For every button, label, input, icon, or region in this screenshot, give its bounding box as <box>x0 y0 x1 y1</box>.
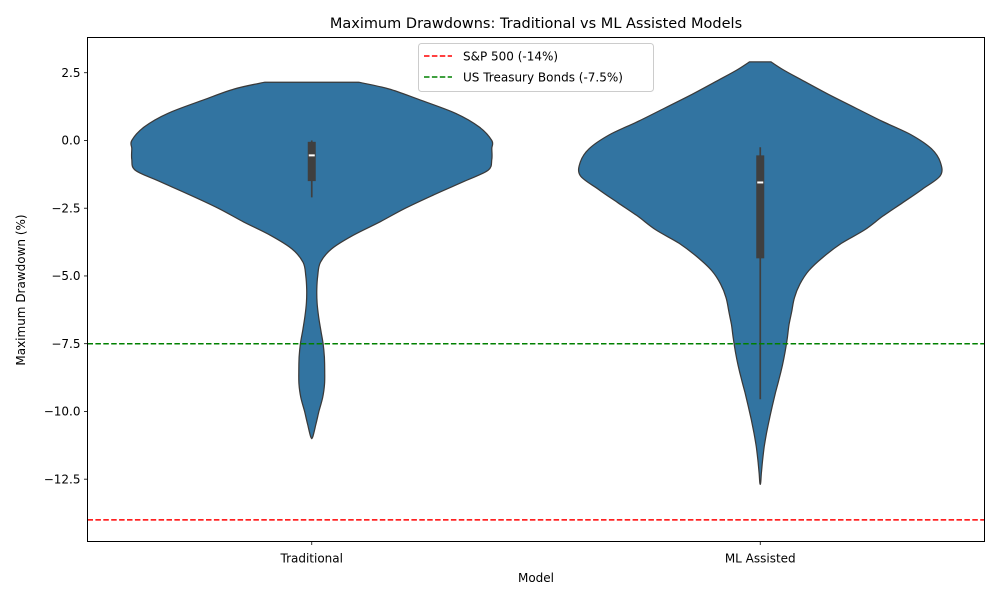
x-tick-label-ml-assisted: ML Assisted <box>725 552 796 566</box>
y-tick-label: −12.5 <box>44 472 81 486</box>
y-tick-label: −7.5 <box>51 337 80 351</box>
legend: S&P 500 (-14%) US Treasury Bonds (-7.5%) <box>418 43 654 92</box>
y-tick-label: −2.5 <box>51 201 80 215</box>
iqr-box-traditional <box>307 141 316 182</box>
y-tick-label: 0.0 <box>61 134 80 148</box>
chart-title: Maximum Drawdowns: Traditional vs ML Ass… <box>330 16 742 32</box>
legend-frame <box>418 43 654 92</box>
iqr-box-ml-assisted <box>756 155 765 259</box>
y-tick-label: −5.0 <box>51 269 80 283</box>
y-axis-label: Maximum Drawdown (%) <box>14 214 28 365</box>
x-tick-label-traditional: Traditional <box>280 552 343 566</box>
y-axis: 2.5 0.0 −2.5 −5.0 −7.5 −10.0 −12.5 <box>44 66 88 486</box>
y-tick-label: −10.0 <box>44 405 81 419</box>
reference-lines <box>87 342 985 521</box>
violin-traditional <box>130 81 494 440</box>
legend-label-sp500: S&P 500 (-14%) <box>463 50 558 64</box>
legend-label-treasury-bonds: US Treasury Bonds (-7.5%) <box>463 71 623 85</box>
plot-area-frame <box>87 37 985 542</box>
x-axis: Traditional ML Assisted <box>280 541 796 566</box>
violins <box>130 61 943 486</box>
y-tick-label: 2.5 <box>61 66 80 80</box>
x-axis-label: Model <box>518 571 554 585</box>
